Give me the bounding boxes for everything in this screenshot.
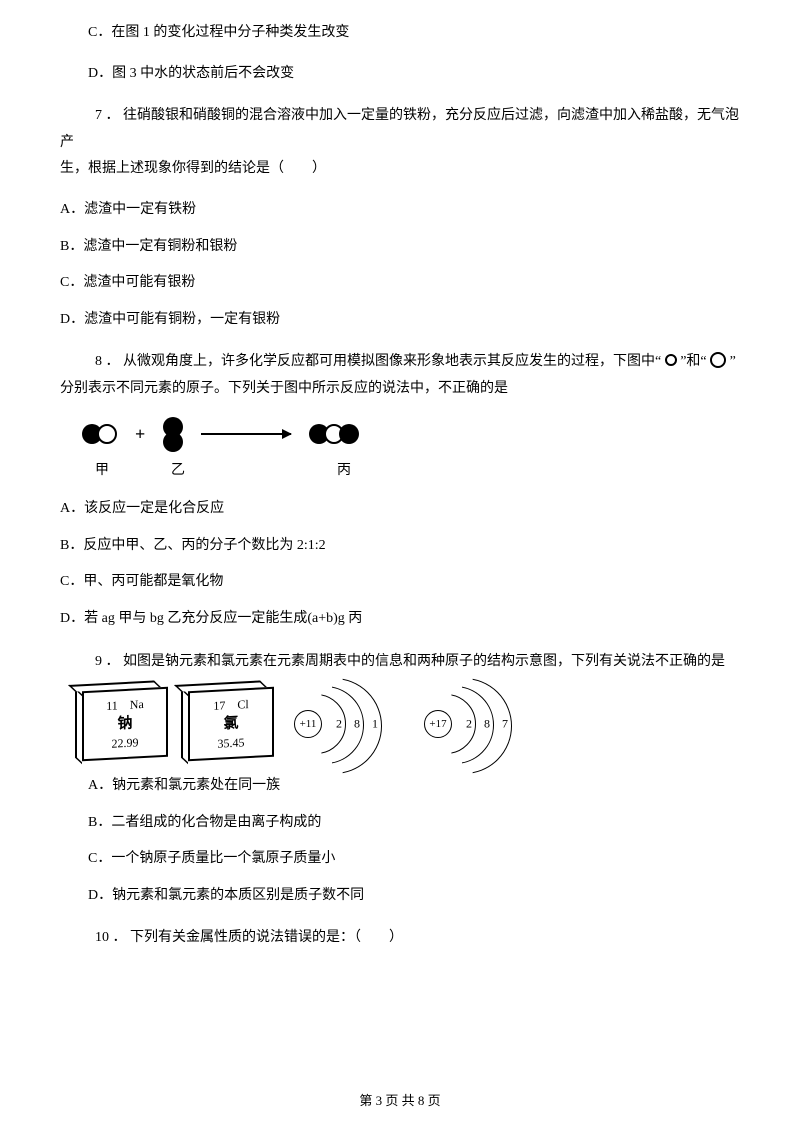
- shell-cl-1: 2: [466, 713, 472, 736]
- shell-na-3: 1: [372, 713, 378, 736]
- q8-stem-1b: ”和“: [680, 354, 706, 369]
- atom-diagram-na: +11 2 8 1: [294, 689, 404, 759]
- prev-option-c: C．在图 1 的变化过程中分子种类发生改变: [60, 20, 740, 47]
- q8-stem: 8 ． 从微观角度上，许多化学反应都可用模拟图像来形象地表示其反应发生的过程，下…: [60, 354, 736, 369]
- q9-option-a: A．钠元素和氯元素处在同一族: [60, 773, 740, 800]
- prev-option-d: D．图 3 中水的状态前后不会改变: [60, 61, 740, 88]
- label-jia: 甲: [82, 458, 122, 485]
- shell-na-2: 8: [354, 713, 360, 736]
- atom-white-icon: [97, 424, 117, 444]
- shell-cl-2: 8: [484, 713, 490, 736]
- atom-black-icon: [163, 432, 183, 452]
- question-7: 7 ． 往硝酸银和硝酸铜的混合溶液中加入一定量的铁粉，充分反应后过滤，向滤渣中加…: [60, 103, 740, 183]
- q8-option-c: C．甲、丙可能都是氧化物: [60, 569, 740, 596]
- periodic-tile-cl: 17 Cl 氯 35.45: [188, 687, 274, 762]
- shell-cl-3: 7: [502, 713, 508, 736]
- q7-stem: 7 ． 往硝酸银和硝酸铜的混合溶液中加入一定量的铁粉，充分反应后过滤，向滤渣中加…: [60, 108, 739, 150]
- page-footer: 第 3 页 共 8 页: [0, 1089, 800, 1114]
- q7-option-c: C．滤渣中可能有银粉: [60, 270, 740, 297]
- tile-cl-top: 17 Cl: [213, 696, 248, 715]
- q9-option-d: D．钠元素和氯元素的本质区别是质子数不同: [60, 883, 740, 910]
- q9-option-c: C．一个钠原子质量比一个氯原子质量小: [60, 846, 740, 873]
- q8-reaction-diagram: +: [82, 417, 740, 452]
- q7-stem-line1: 往硝酸银和硝酸铜的混合溶液中加入一定量的铁粉，充分反应后过滤，向滤渣中加入稀盐酸…: [60, 108, 739, 150]
- q10-number: 10 ．: [95, 930, 127, 945]
- q9-number: 9 ．: [95, 654, 120, 669]
- shell-na-1: 2: [336, 713, 342, 736]
- q8-option-b: B．反应中甲、乙、丙的分子个数比为 2:1:2: [60, 533, 740, 560]
- tile-cl-mass: 35.45: [218, 734, 245, 752]
- q7-option-d: D．滤渣中可能有铜粉，一定有银粉: [60, 307, 740, 334]
- plus-icon: +: [135, 417, 145, 451]
- nucleus-cl: +17: [424, 710, 452, 738]
- q8-option-d: D．若 ag 甲与 bg 乙充分反应一定能生成(a+b)g 丙: [60, 606, 740, 633]
- tile-na-top: 11 Na: [106, 696, 144, 715]
- question-10: 10 ． 下列有关金属性质的说法错误的是：（ ）: [60, 925, 740, 952]
- label-bing: 丙: [314, 458, 374, 485]
- tile-na-mass: 22.99: [112, 734, 139, 752]
- small-circle-icon: [665, 354, 677, 366]
- q8-stem-1a: 从微观角度上，许多化学反应都可用模拟图像来形象地表示其反应发生的过程，下图中“: [123, 354, 661, 369]
- nucleus-na: +11: [294, 710, 322, 738]
- q9-figure: 11 Na 钠 22.99 17 Cl 氯 35.45 +11 2 8 1 +1…: [82, 689, 740, 759]
- q9-stem: 如图是钠元素和氯元素在元素周期表中的信息和两种原子的结构示意图，下列有关说法不正…: [123, 654, 725, 669]
- tile-cl-name: 氯: [223, 713, 238, 735]
- q7-number: 7 ．: [95, 108, 120, 123]
- molecule-bing: [309, 424, 359, 444]
- q7-stem-line2: 生，根据上述现象你得到的结论是（ ）: [60, 156, 740, 183]
- question-9: 9 ． 如图是钠元素和氯元素在元素周期表中的信息和两种原子的结构示意图，下列有关…: [60, 649, 740, 676]
- question-8: 8 ． 从微观角度上，许多化学反应都可用模拟图像来形象地表示其反应发生的过程，下…: [60, 349, 740, 402]
- q8-stem-1c: ”: [730, 354, 736, 369]
- periodic-tile-na: 11 Na 钠 22.99: [82, 687, 168, 762]
- q8-reaction-labels: 甲 + 乙 → 丙: [82, 458, 740, 485]
- atom-black-icon: [339, 424, 359, 444]
- q9-option-b: B．二者组成的化合物是由离子构成的: [60, 810, 740, 837]
- q7-option-b: B．滤渣中一定有铜粉和银粉: [60, 234, 740, 261]
- q8-option-a: A．该反应一定是化合反应: [60, 496, 740, 523]
- q7-option-a: A．滤渣中一定有铁粉: [60, 197, 740, 224]
- tile-na-name: 钠: [117, 713, 132, 735]
- q8-number: 8 ．: [95, 354, 120, 369]
- big-circle-icon: [710, 352, 726, 368]
- q10-stem: 下列有关金属性质的说法错误的是：（ ）: [130, 930, 403, 945]
- q8-stem-line2: 分别表示不同元素的原子。下列关于图中所示反应的说法中，不正确的是: [60, 376, 740, 403]
- atom-diagram-cl: +17 2 8 7: [424, 689, 534, 759]
- label-yi: 乙: [168, 458, 188, 485]
- molecule-yi: [163, 417, 183, 452]
- molecule-jia: [82, 424, 117, 444]
- arrow-icon: [201, 433, 291, 435]
